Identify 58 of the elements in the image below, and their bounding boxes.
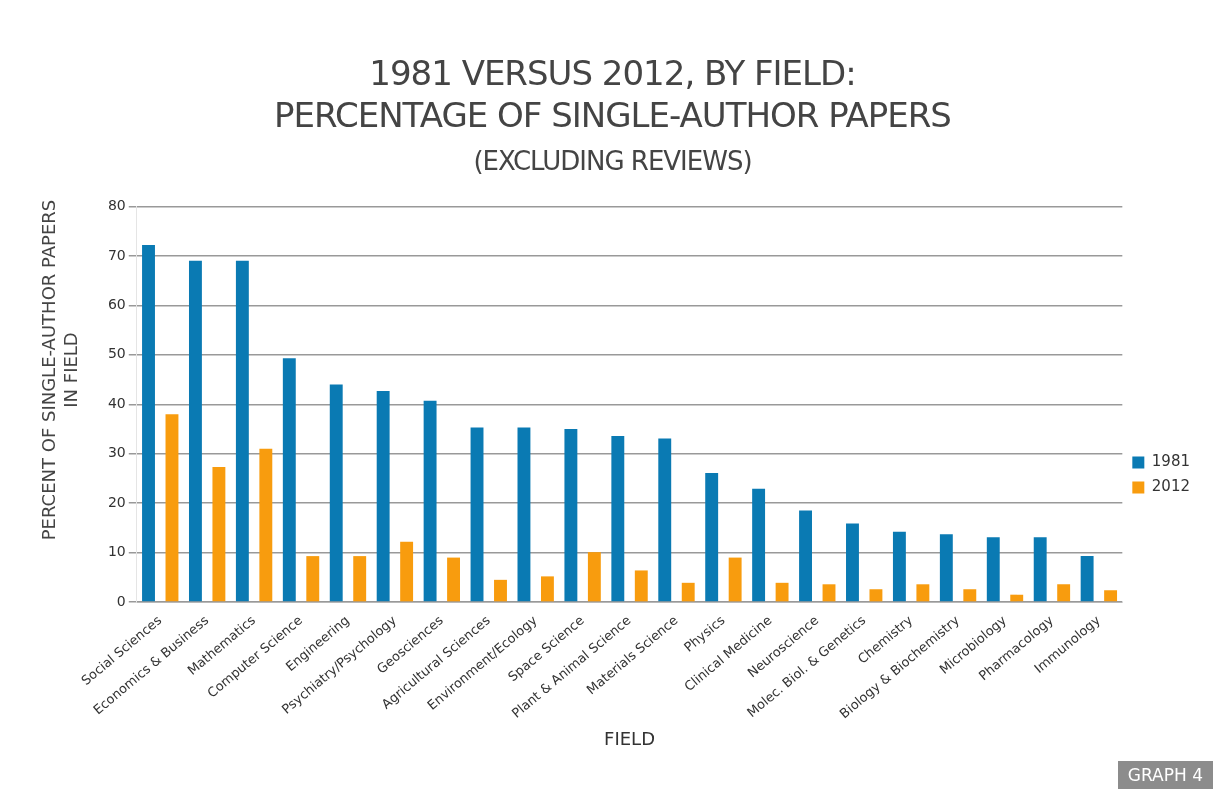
chart-title: 1981 VERSUS 2012, BY FIELD: PERCENTAGE OF SINGLE-AUTHOR PAPERS xyxy=(273,52,952,136)
bar xyxy=(869,589,883,602)
bar xyxy=(892,531,906,602)
bar xyxy=(939,534,953,602)
chart-subtitle: (EXCLUDING REVIEWS) xyxy=(472,146,753,176)
bar xyxy=(728,557,742,602)
bar xyxy=(705,473,719,602)
bar xyxy=(658,438,672,602)
y-tick-label: 20 xyxy=(107,493,126,510)
bar xyxy=(423,400,437,602)
bar xyxy=(681,582,695,602)
legend-label: 2012 xyxy=(1151,477,1191,496)
bar xyxy=(1033,537,1047,602)
bar xyxy=(564,428,578,602)
bar xyxy=(447,557,461,602)
bar xyxy=(611,435,625,602)
y-tick-label: 40 xyxy=(107,394,126,411)
y-tick-label: 10 xyxy=(107,543,126,560)
bar xyxy=(494,579,507,602)
y-tick-label: 0 xyxy=(116,592,126,609)
bar xyxy=(916,584,930,602)
bar xyxy=(587,552,601,602)
bar xyxy=(1104,590,1118,602)
bar xyxy=(1080,556,1094,602)
bar xyxy=(376,390,390,602)
y-tick-label: 70 xyxy=(107,246,126,263)
bar xyxy=(235,260,249,602)
bar xyxy=(517,427,531,602)
bar xyxy=(306,556,320,602)
bar xyxy=(540,576,554,602)
bar xyxy=(1010,594,1024,602)
bar xyxy=(165,414,179,602)
x-axis-title: FIELD xyxy=(604,727,656,749)
bar xyxy=(775,582,789,602)
bar xyxy=(142,244,155,602)
y-tick-label: 60 xyxy=(107,295,126,312)
y-tick-label: 80 xyxy=(107,197,126,214)
y-axis-title: PERCENT OF SINGLE-AUTHOR PAPERS IN FIELD xyxy=(38,198,82,543)
bar xyxy=(470,427,484,602)
bar xyxy=(212,467,226,602)
legend-label: 1981 xyxy=(1151,452,1191,471)
bar xyxy=(259,448,273,602)
bar xyxy=(799,510,812,602)
bar xyxy=(986,537,1000,602)
bar xyxy=(353,556,367,602)
bar xyxy=(822,584,836,602)
bar xyxy=(1057,584,1071,602)
bar xyxy=(846,523,859,602)
y-tick-label: 50 xyxy=(107,345,126,362)
y-tick-label: 30 xyxy=(107,444,126,461)
bar xyxy=(329,384,343,602)
bar xyxy=(188,260,202,602)
bar xyxy=(963,589,977,602)
bar xyxy=(634,570,648,602)
bar xyxy=(282,358,296,602)
caption: GRAPH 4 xyxy=(1117,761,1213,789)
bar xyxy=(400,541,414,602)
bar xyxy=(752,488,766,602)
